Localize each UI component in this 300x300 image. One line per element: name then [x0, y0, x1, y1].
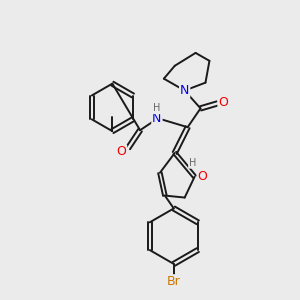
Text: O: O: [116, 146, 126, 158]
Text: O: O: [218, 96, 228, 109]
Text: H: H: [153, 103, 161, 113]
Text: H: H: [189, 158, 196, 168]
Text: Br: Br: [167, 275, 181, 288]
Text: O: O: [198, 170, 207, 183]
Text: N: N: [152, 112, 162, 125]
Text: N: N: [180, 84, 189, 97]
